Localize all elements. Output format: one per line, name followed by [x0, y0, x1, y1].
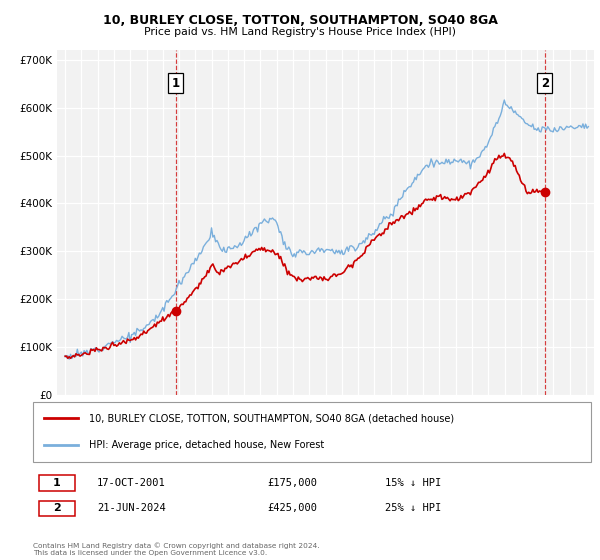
Text: £425,000: £425,000: [268, 503, 317, 514]
Text: 10, BURLEY CLOSE, TOTTON, SOUTHAMPTON, SO40 8GA (detached house): 10, BURLEY CLOSE, TOTTON, SOUTHAMPTON, S…: [89, 413, 454, 423]
Text: Contains HM Land Registry data © Crown copyright and database right 2024.
This d: Contains HM Land Registry data © Crown c…: [33, 542, 320, 556]
Text: 17-OCT-2001: 17-OCT-2001: [97, 478, 166, 488]
Text: Price paid vs. HM Land Registry's House Price Index (HPI): Price paid vs. HM Land Registry's House …: [144, 27, 456, 37]
Text: £175,000: £175,000: [268, 478, 317, 488]
FancyBboxPatch shape: [38, 501, 75, 516]
Text: HPI: Average price, detached house, New Forest: HPI: Average price, detached house, New …: [89, 440, 324, 450]
Text: 21-JUN-2024: 21-JUN-2024: [97, 503, 166, 514]
Text: 1: 1: [53, 478, 61, 488]
Text: 1: 1: [172, 77, 179, 90]
Text: 2: 2: [53, 503, 61, 514]
Text: 2: 2: [541, 77, 549, 90]
Text: 25% ↓ HPI: 25% ↓ HPI: [385, 503, 441, 514]
Text: 15% ↓ HPI: 15% ↓ HPI: [385, 478, 441, 488]
FancyBboxPatch shape: [33, 402, 591, 462]
FancyBboxPatch shape: [38, 475, 75, 491]
Text: 10, BURLEY CLOSE, TOTTON, SOUTHAMPTON, SO40 8GA: 10, BURLEY CLOSE, TOTTON, SOUTHAMPTON, S…: [103, 14, 497, 27]
